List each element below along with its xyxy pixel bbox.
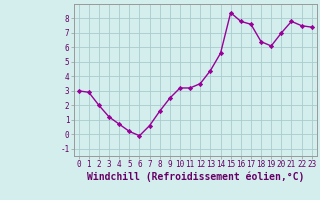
X-axis label: Windchill (Refroidissement éolien,°C): Windchill (Refroidissement éolien,°C) [86, 172, 304, 182]
